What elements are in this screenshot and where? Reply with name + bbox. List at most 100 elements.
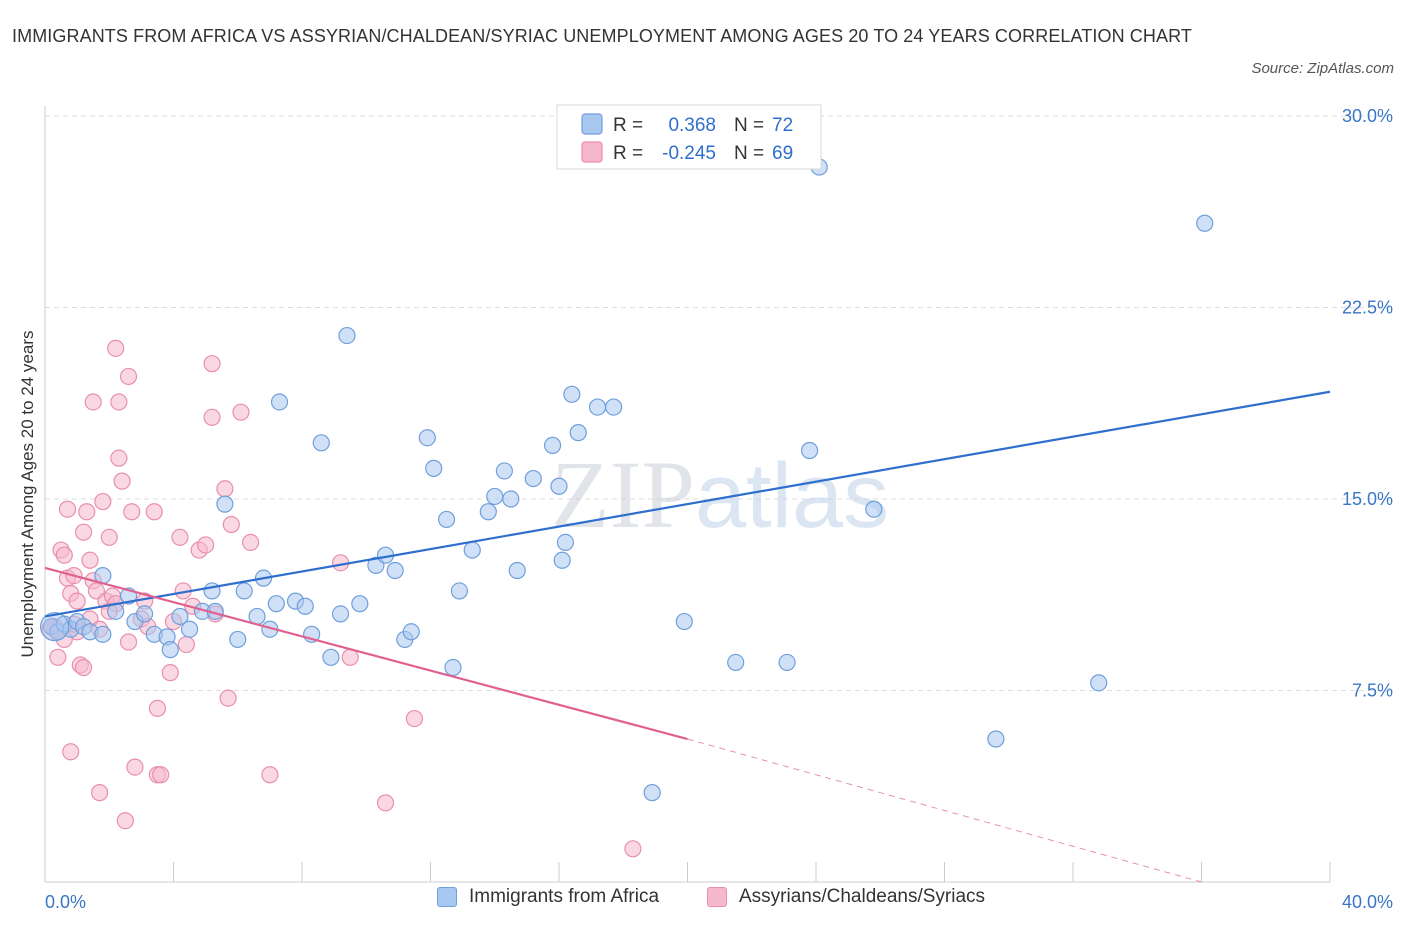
legend-item-assyrians: Assyrians/Chaldeans/Syriacs [707,886,985,908]
data-point-africa [556,533,575,552]
data-point-assyrians [203,355,221,373]
data-point-africa [543,436,562,454]
data-point-africa [550,477,568,495]
data-point-assyrians [203,408,221,426]
trend-line-assyrians [44,566,688,741]
data-point-assyrians [62,743,80,761]
data-point-assyrians [55,546,73,564]
data-point-africa [312,434,330,452]
data-point-assyrians [116,812,134,830]
legend-item-africa: Immigrants from Africa [437,886,659,908]
data-point-assyrians [242,533,260,552]
data-point-africa [569,424,587,442]
data-point-africa [495,462,513,480]
data-point-africa [865,500,883,518]
data-point-assyrians [152,766,170,784]
data-point-africa [229,630,247,649]
legend-swatch-africa-bottom [437,887,457,907]
data-point-assyrians [113,472,131,490]
data-point-africa [444,658,462,677]
chart-title: IMMIGRANTS FROM AFRICA VS ASSYRIAN/CHALD… [12,26,1192,46]
legend-swatch-assyrians-bottom [707,887,727,907]
data-point-assyrians [74,658,93,677]
data-point-assyrians [94,492,112,511]
data-point-africa [161,641,179,659]
series-africa-points [40,158,1214,802]
data-point-assyrians [84,393,102,411]
data-point-africa [270,393,289,411]
data-point-assyrians [58,500,77,518]
grid-lines [45,115,1390,691]
legend-swatch-assyrians [581,141,603,163]
data-point-assyrians [68,592,86,610]
legend-n-value-2: 69 [772,143,793,164]
data-point-assyrians [119,367,138,386]
legend-n-label-2: N = [734,143,764,164]
data-point-africa [479,503,497,521]
y-axis-label: Unemployment Among Ages 20 to 24 years [18,331,37,658]
data-point-assyrians [261,766,279,784]
legend-r-label-1: R = [613,115,643,136]
y-tick-label: 30.0% [1342,106,1393,126]
data-point-assyrians [148,699,167,717]
data-point-assyrians [222,515,240,534]
y-tick-label: 7.5% [1352,681,1393,701]
legend-r-value-2: -0.245 [662,143,716,164]
data-point-assyrians [197,536,215,554]
data-point-africa [502,490,520,508]
data-point-africa [563,385,581,403]
data-point-assyrians [100,528,118,546]
y-tick-label: 15.0% [1342,489,1393,509]
data-point-africa [235,582,253,600]
data-point-africa [675,612,693,631]
y-tick-labels: 7.5% 15.0% 22.5% 30.0% [1342,106,1393,701]
data-point-africa [463,541,481,559]
data-point-africa [1090,674,1108,692]
data-point-africa [588,398,607,416]
data-point-africa [524,469,542,488]
stats-legend: R = 0.368 N = 72 R = -0.245 N = 69 [556,104,822,170]
series-legend: Immigrants from Africa Assyrians/Chaldea… [0,886,1406,918]
data-point-africa [486,487,504,506]
data-point-assyrians [81,551,99,569]
data-point-africa [508,561,526,580]
trend-line-africa [44,390,1331,618]
y-tick-label: 22.5% [1342,298,1393,318]
data-point-assyrians [219,689,237,707]
legend-label-africa: Immigrants from Africa [469,886,660,907]
data-point-assyrians [145,503,163,521]
data-point-africa [94,625,112,643]
data-point-assyrians [232,403,250,421]
data-point-africa [351,595,369,613]
data-point-africa [800,441,819,460]
legend-label-assyrians: Assyrians/Chaldeans/Syriacs [739,886,986,907]
legend-n-label-1: N = [734,115,764,136]
data-point-africa [386,561,404,580]
data-point-africa [778,653,796,672]
x-tick-labels: 0.0% 40.0% [45,892,1393,912]
legend-swatch-africa [581,113,603,135]
source-credit: Source: ZipAtlas.com [1251,60,1394,77]
data-point-assyrians [624,840,642,858]
data-point-assyrians [119,633,138,651]
data-point-africa [1196,214,1214,232]
data-point-africa [450,582,469,600]
data-point-africa [331,605,350,623]
data-point-assyrians [216,480,234,498]
data-point-africa [180,620,199,638]
data-point-assyrians [123,503,141,521]
legend-r-label-2: R = [613,143,643,164]
data-point-assyrians [161,664,179,682]
trend-lines [44,390,1331,883]
data-point-africa [135,605,154,623]
data-point-africa [267,595,285,613]
data-point-africa [402,623,420,641]
x-tick-label-max: 40.0% [1342,892,1393,912]
data-point-africa [216,495,234,513]
data-point-assyrians [405,709,424,728]
data-point-africa [296,597,314,615]
data-cluster-africa [40,612,70,642]
data-point-africa [987,730,1005,748]
data-point-africa [418,429,436,447]
